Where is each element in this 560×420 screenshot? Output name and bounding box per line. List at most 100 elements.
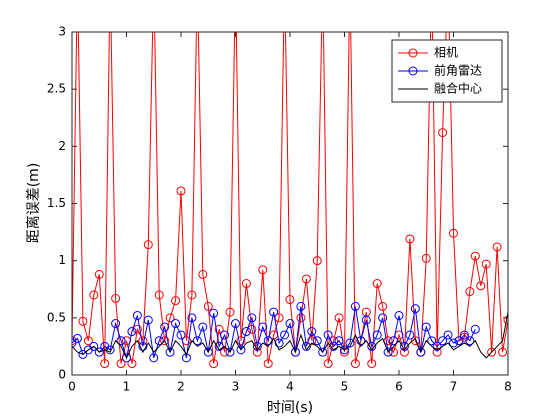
x-tick-label: 0 — [68, 380, 76, 394]
data-point — [220, 347, 230, 357]
data-point — [122, 353, 131, 363]
data-point — [160, 322, 170, 332]
y-tick-label: 2 — [58, 139, 66, 153]
data-point — [443, 330, 453, 340]
data-point — [78, 349, 88, 359]
data-point — [378, 301, 388, 311]
data-point — [503, 315, 508, 325]
data-point — [449, 228, 458, 238]
x-tick-label: 3 — [232, 380, 240, 394]
data-point — [94, 269, 104, 279]
data-point — [274, 338, 284, 348]
data-point — [459, 330, 469, 340]
data-point — [427, 336, 437, 346]
x-tick-label: 4 — [286, 380, 294, 394]
data-point — [383, 347, 393, 357]
data-point — [111, 293, 121, 303]
data-point — [105, 345, 115, 355]
data-point — [481, 259, 491, 269]
series-line — [72, 312, 508, 360]
data-point — [89, 290, 99, 300]
data-point — [138, 341, 148, 351]
data-point — [127, 359, 137, 369]
data-point — [203, 301, 213, 311]
data-point — [323, 330, 333, 340]
data-point — [454, 336, 464, 346]
data-point — [171, 296, 181, 306]
data-point — [72, 333, 82, 343]
data-point — [236, 336, 246, 346]
data-point — [416, 347, 426, 357]
data-point — [476, 281, 486, 291]
data-point — [432, 347, 442, 357]
data-point — [421, 253, 431, 263]
data-point — [307, 327, 317, 337]
data-point — [367, 359, 377, 369]
data-point — [241, 327, 251, 337]
data-point — [312, 256, 322, 266]
data-point — [149, 353, 159, 363]
data-point — [329, 336, 339, 346]
data-point — [383, 336, 393, 346]
data-point — [160, 336, 170, 346]
data-point — [378, 313, 388, 323]
data-point — [225, 347, 235, 357]
data-point — [280, 330, 290, 340]
data-point — [465, 336, 475, 346]
data-point — [192, 336, 202, 346]
legend-label: 前角雷达 — [434, 63, 482, 78]
y-tick-label: 1.5 — [47, 196, 66, 210]
data-point — [247, 313, 257, 323]
legend-marker — [408, 66, 418, 76]
data-point — [296, 313, 306, 323]
y-tick-label: 0 — [58, 368, 66, 382]
data-point — [116, 336, 126, 346]
data-point — [438, 336, 448, 346]
data-point — [405, 234, 415, 244]
data-point — [209, 308, 219, 318]
legend-label: 相机 — [434, 46, 458, 60]
data-point — [290, 347, 300, 357]
data-point — [301, 274, 311, 284]
data-point — [83, 336, 93, 346]
data-point — [421, 322, 431, 332]
data-point — [100, 359, 110, 369]
data-point — [372, 330, 382, 340]
data-point — [285, 319, 295, 329]
data-point — [220, 330, 230, 340]
data-point — [111, 319, 121, 329]
x-tick-label: 5 — [341, 380, 349, 394]
data-point — [410, 304, 420, 314]
y-tick-label: 2.5 — [47, 82, 66, 96]
plot-series — [72, 32, 508, 369]
data-point — [263, 359, 273, 369]
data-point — [171, 319, 181, 329]
x-tick-label: 7 — [450, 380, 458, 394]
data-point — [492, 242, 502, 252]
data-point — [258, 265, 268, 275]
data-point — [252, 347, 262, 357]
data-point — [361, 315, 371, 325]
data-point — [116, 359, 126, 369]
data-point — [127, 327, 137, 337]
data-point — [143, 240, 153, 250]
data-point — [334, 336, 344, 346]
data-point — [394, 311, 404, 321]
data-point — [241, 279, 251, 289]
data-point — [72, 338, 77, 348]
data-point — [165, 313, 175, 323]
data-point — [465, 287, 475, 297]
data-point — [203, 347, 213, 357]
data-point — [154, 290, 164, 300]
data-point — [143, 315, 153, 325]
data-point — [132, 311, 142, 321]
data-point — [470, 324, 480, 334]
data-point — [296, 301, 306, 311]
data-point — [350, 301, 360, 311]
legend-marker — [408, 48, 418, 58]
data-point — [334, 313, 344, 323]
data-point — [350, 359, 360, 369]
data-point — [487, 347, 497, 357]
data-point — [198, 269, 208, 279]
